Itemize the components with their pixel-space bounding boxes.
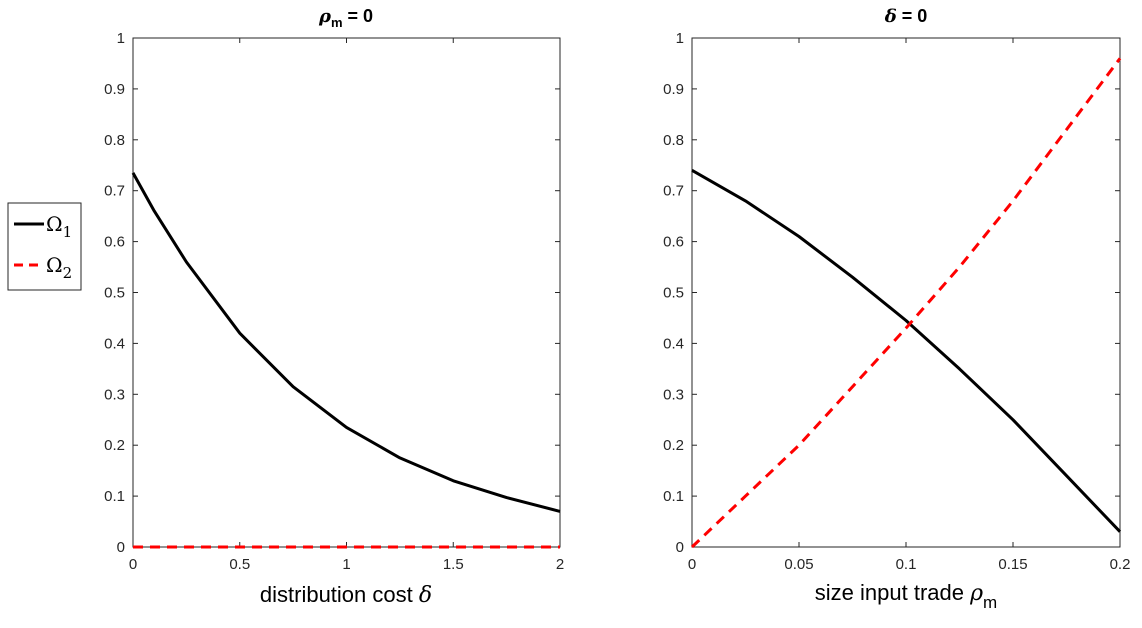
- right-y-tick-label: 0.9: [663, 81, 684, 98]
- right-panel-title: δ = 0: [884, 6, 928, 27]
- legend-label-omega1: Ω1: [46, 212, 72, 241]
- legend: Ω1 Ω2: [7, 202, 82, 291]
- left-axes-box: [132, 37, 561, 548]
- right-series-omega2-line: [690, 57, 1122, 549]
- right-y-tick-label: 0.7: [663, 183, 684, 200]
- left-panel: 00.10.20.30.40.50.60.70.80.91 0 0.5 1 1.5 2 …: [104, 6, 564, 608]
- right-y-tick-label: 0.4: [663, 335, 684, 352]
- right-y-tick-label: 1: [676, 30, 684, 47]
- left-panel-title: ρm = 0: [318, 6, 373, 30]
- right-y-tick-label: 0.1: [663, 488, 684, 505]
- right-y-tick-label: 0.6: [663, 234, 684, 251]
- left-x-axis-label: distribution cost δ: [260, 582, 432, 608]
- left-y-ticks: 0 0.1 0.2 0.3 0.4 0.5 0.6 0.7 0.8 0.9 1: [104, 30, 560, 556]
- right-x-tick-label: 0.1: [896, 556, 917, 573]
- left-y-tick-label: 0.1: [104, 488, 125, 505]
- right-x-axis-label: size input trade ρm: [815, 580, 997, 612]
- right-panel: 0 0.1 0.2 0.3 0.4 0.5 0.6 0.7 0.8 0.9 1 0 0.05 0.1 0.…: [663, 6, 1130, 612]
- right-x-ticks: 0 0.05 0.1 0.15 0.2: [688, 38, 1131, 573]
- left-x-tick-label: 2: [556, 556, 564, 573]
- left-y-tick-label: 1: [117, 30, 125, 47]
- right-y-ticks: 0 0.1 0.2 0.3 0.4 0.5 0.6 0.7 0.8 0.9 1: [663, 30, 1120, 556]
- right-y-tick-label: 0: [676, 539, 684, 556]
- right-axes-box: [691, 37, 1121, 548]
- left-x-ticks: 0 0.5 1 1.5 2: [129, 38, 564, 573]
- right-x-tick-label: 0.2: [1110, 556, 1131, 573]
- legend-box: [7, 202, 82, 291]
- right-y-tick-label: 0.8: [663, 132, 684, 149]
- left-y-tick-label: 0.6: [104, 234, 125, 251]
- right-y-tick-label: 0.3: [663, 386, 684, 403]
- right-y-tick-label: 0.5: [663, 285, 684, 302]
- left-y-tick-label: 0.3: [104, 386, 125, 403]
- left-y-tick-label: 0.8: [104, 132, 125, 149]
- legend-label-omega2: Ω2: [46, 253, 72, 282]
- left-x-tick-label: 1: [342, 556, 350, 573]
- left-y-tick-label: 0: [117, 539, 125, 556]
- left-y-tick-label: 0.5: [104, 285, 125, 302]
- right-x-tick-label: 0.15: [998, 556, 1027, 573]
- left-x-tick-label: 0: [129, 556, 137, 573]
- right-series-omega1-line: [691, 168, 1122, 533]
- right-series: [690, 57, 1122, 549]
- left-series-omega1-line: [131, 172, 561, 513]
- right-x-tick-label: 0.05: [784, 556, 813, 573]
- right-y-tick-label: 0.2: [663, 437, 684, 454]
- left-x-tick-label: 0.5: [229, 556, 250, 573]
- left-y-tick-label: 0.9: [104, 81, 125, 98]
- right-x-tick-label: 0: [688, 556, 696, 573]
- left-x-tick-label: 1.5: [443, 556, 464, 573]
- left-y-tick-label: 0.4: [104, 335, 125, 352]
- left-y-tick-label: 0.7: [104, 183, 125, 200]
- left-y-tick-label: 0.2: [104, 437, 125, 454]
- left-series: [131, 172, 561, 549]
